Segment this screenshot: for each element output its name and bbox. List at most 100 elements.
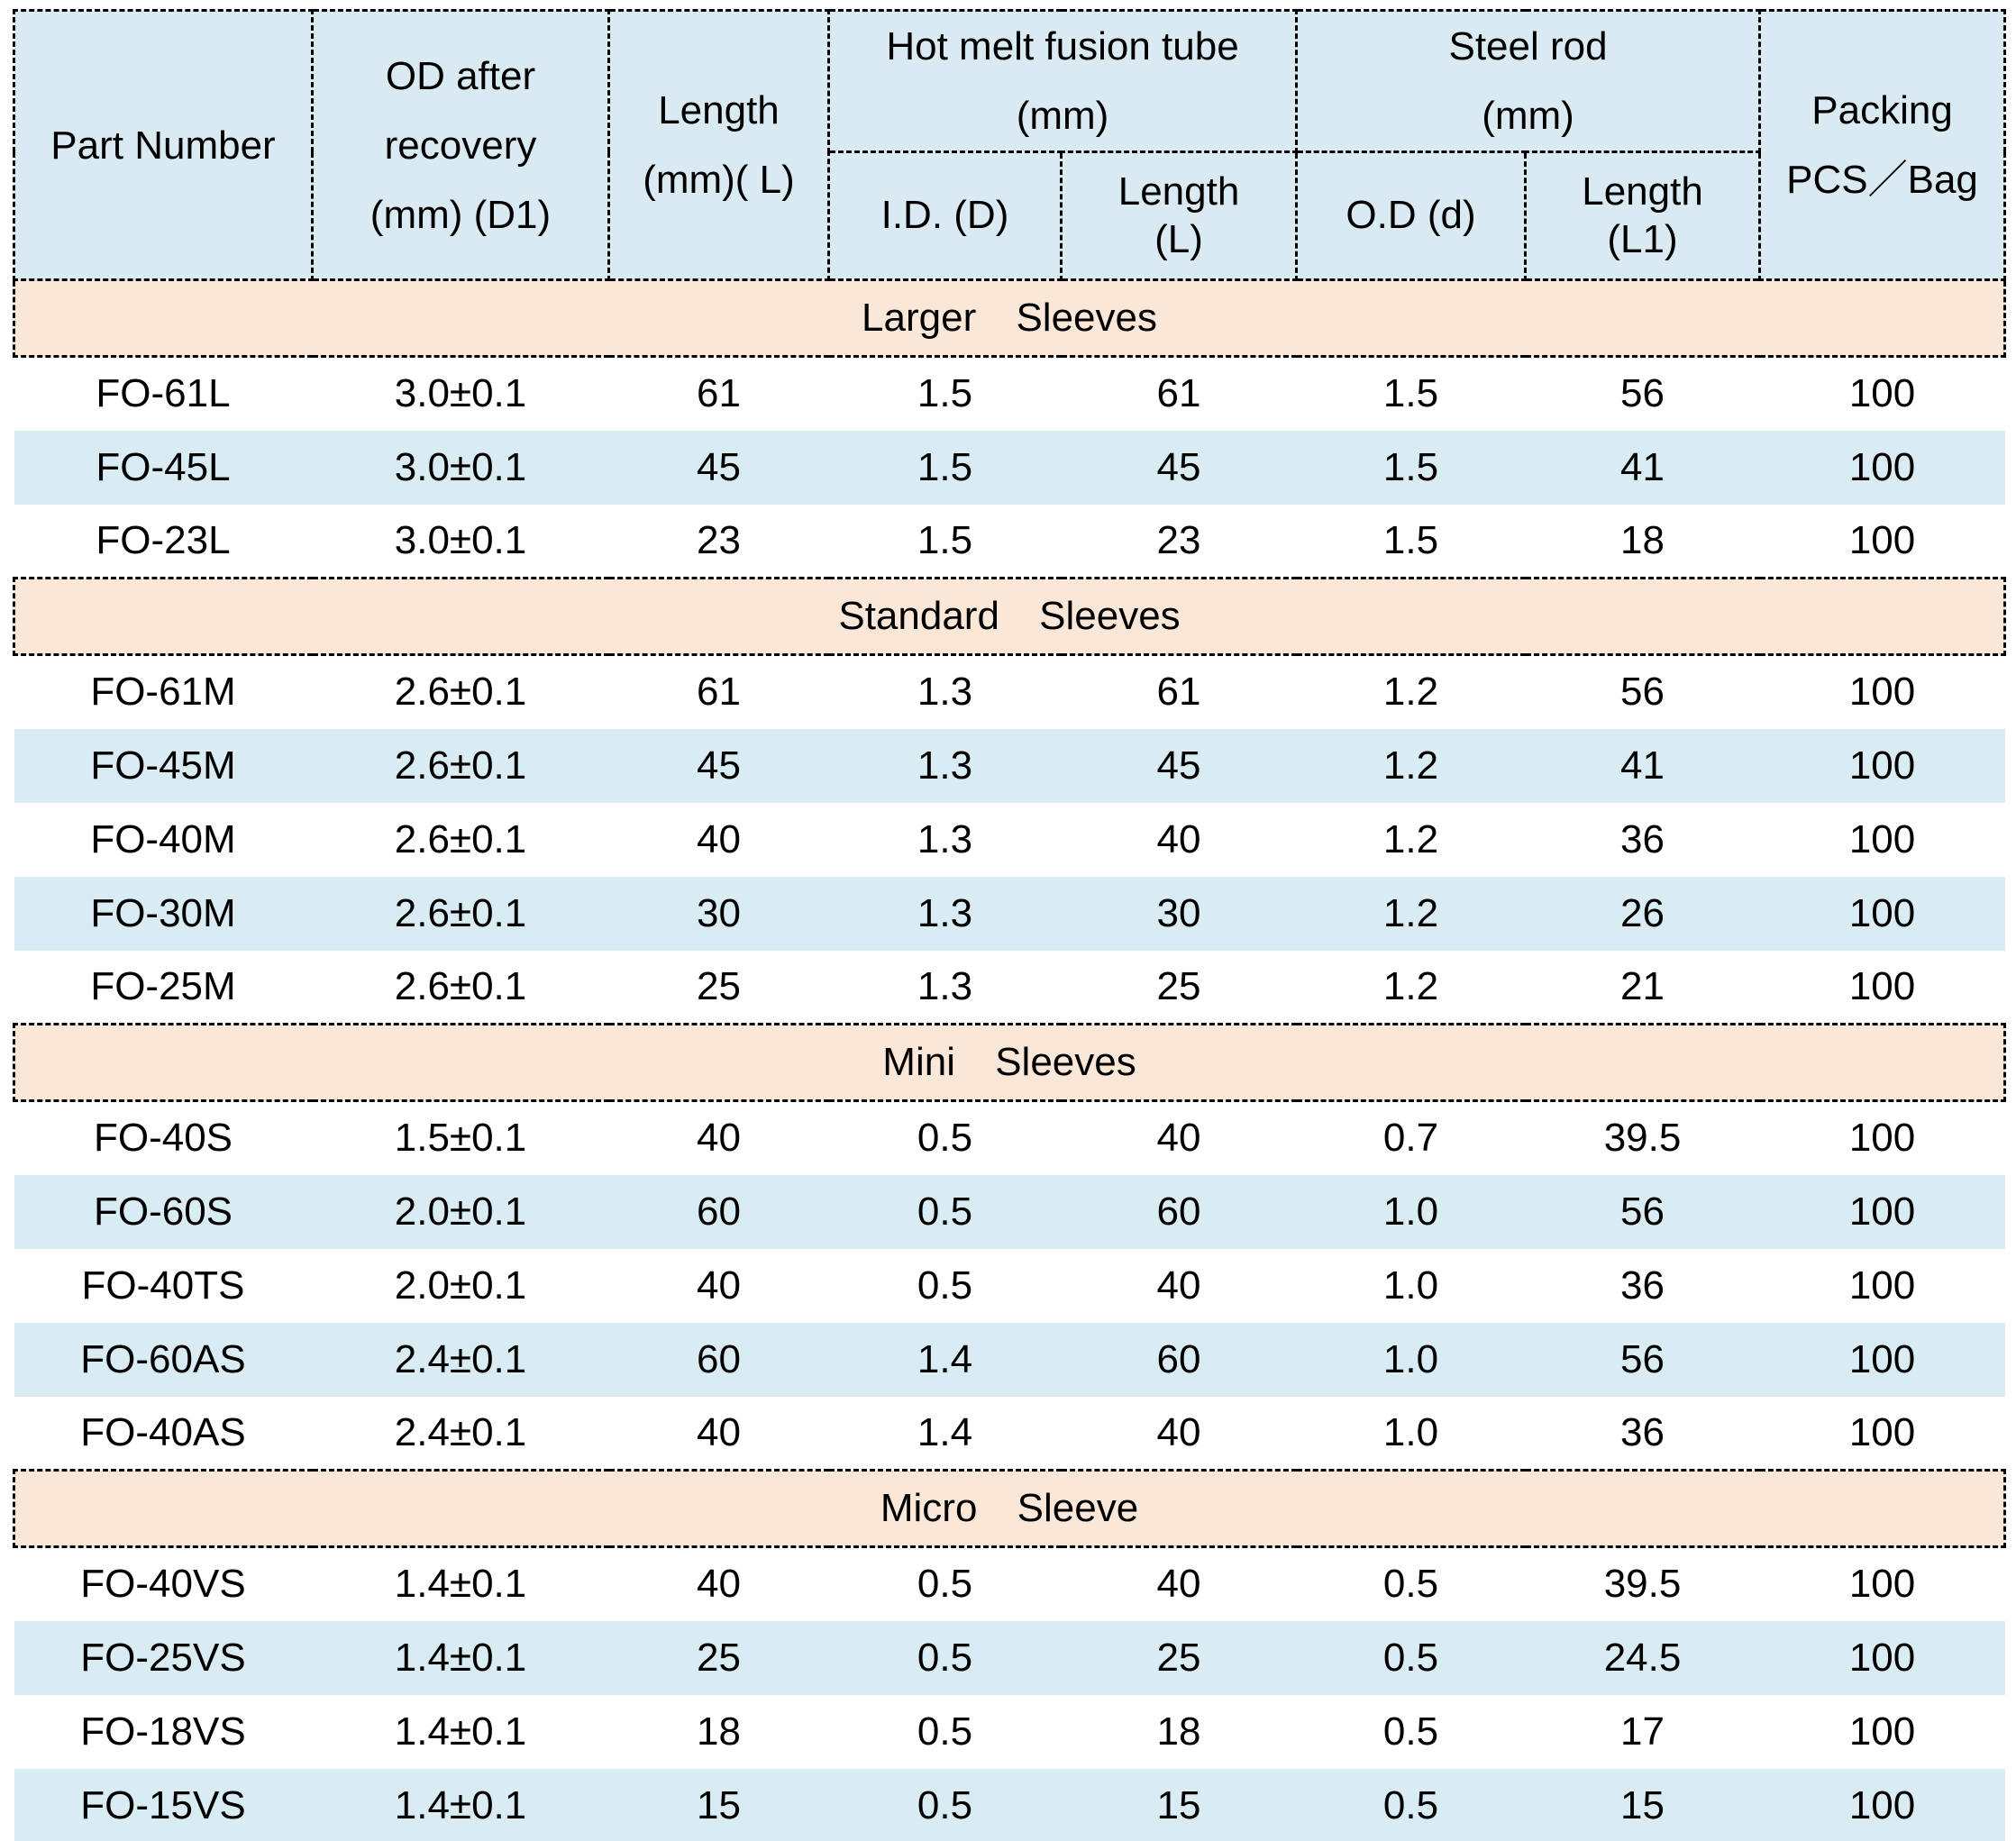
table-cell: 100	[1759, 1322, 2005, 1397]
table-cell: 25	[1061, 1620, 1297, 1695]
table-cell: 0.5	[828, 1546, 1062, 1621]
table-cell: 17	[1525, 1694, 1760, 1769]
table-cell: 36	[1525, 1248, 1760, 1323]
table-row: FO-30M 2.6±0.1 30 1.3 30 1.2 26 100	[14, 876, 2005, 951]
table-cell: 0.5	[828, 1248, 1062, 1323]
table-cell: FO-30M	[14, 876, 313, 951]
table-cell: 45	[608, 430, 829, 505]
table-cell: 2.4±0.1	[312, 1322, 609, 1397]
table-cell: 25	[608, 950, 829, 1025]
table-cell: 1.5	[828, 356, 1062, 431]
table-cell: 1.0	[1296, 1322, 1526, 1397]
table-cell: FO-15VS	[14, 1768, 313, 1841]
table-cell: 100	[1759, 654, 2005, 729]
table-cell: 39.5	[1525, 1546, 1760, 1621]
section-band-row: Larger Sleeves	[12, 278, 2007, 358]
table-cell: 18	[1525, 504, 1760, 579]
table-cell: 45	[608, 728, 829, 803]
table-cell: 1.3	[828, 876, 1062, 951]
table-cell: 40	[608, 802, 829, 877]
table-cell: 1.0	[1296, 1174, 1526, 1249]
table-cell: 56	[1525, 356, 1760, 431]
table-cell: 40	[1061, 1100, 1297, 1175]
table-cell: 60	[608, 1322, 829, 1397]
table-cell: 40	[1061, 1546, 1297, 1621]
sleeve-spec-table: Part Number OD after recovery (mm) (D1) …	[12, 9, 2007, 1841]
table-cell: 60	[1061, 1322, 1297, 1397]
table-row: FO-61M 2.6±0.1 61 1.3 61 1.2 56 100	[14, 654, 2005, 729]
table-cell: 100	[1759, 728, 2005, 803]
table-cell: 61	[1061, 356, 1297, 431]
table-cell: 1.3	[828, 950, 1062, 1025]
table-row: FO-45L 3.0±0.1 45 1.5 45 1.5 41 100	[14, 430, 2005, 505]
table-cell: 1.2	[1296, 950, 1526, 1025]
table-cell: 1.3	[828, 802, 1062, 877]
table-cell: 1.2	[1296, 876, 1526, 951]
header-row-subcolumns: I.D. (D) Length (L) O.D (d) Length (L1)	[14, 150, 2005, 281]
table-cell: 0.5	[828, 1100, 1062, 1175]
table-cell: 0.5	[828, 1620, 1062, 1695]
col-header-hot-melt-length: Length (L)	[1059, 150, 1299, 281]
table-cell: 60	[1061, 1174, 1297, 1249]
table-cell: 1.5	[828, 430, 1062, 505]
table-row: FO-61L 3.0±0.1 61 1.5 61 1.5 56 100	[14, 356, 2005, 431]
table-cell: 0.5	[828, 1768, 1062, 1841]
table-cell: 23	[1061, 504, 1297, 579]
table-cell: 2.6±0.1	[312, 654, 609, 729]
table-cell: 1.0	[1296, 1248, 1526, 1323]
table-cell: 15	[1061, 1768, 1297, 1841]
table-cell: 0.5	[1296, 1546, 1526, 1621]
table-cell: 100	[1759, 1546, 2005, 1621]
table-cell: 2.6±0.1	[312, 950, 609, 1025]
col-header-steel-rod-od: O.D (d)	[1295, 150, 1528, 281]
table-cell: 100	[1759, 1694, 2005, 1769]
table-cell: 100	[1759, 1396, 2005, 1471]
table-cell: FO-61M	[14, 654, 313, 729]
table-cell: 0.5	[1296, 1620, 1526, 1695]
section-title-larger-sleeves: Larger Sleeves	[12, 278, 2007, 358]
section-title-mini-sleeves: Mini Sleeves	[12, 1023, 2007, 1102]
table-cell: 1.4±0.1	[312, 1694, 609, 1769]
table-body: Larger Sleeves FO-61L 3.0±0.1 61 1.5 61 1.5 56 1…	[12, 278, 2007, 1841]
table-cell: 15	[1525, 1768, 1760, 1841]
table-cell: 1.5	[828, 504, 1062, 579]
col-header-od-after-recovery: OD after recovery (mm) (D1)	[311, 9, 610, 281]
table-cell: FO-60AS	[14, 1322, 313, 1397]
table-cell: 41	[1525, 430, 1760, 505]
col-header-steel-rod-length: Length (L1)	[1524, 150, 1762, 281]
table-cell: 15	[608, 1768, 829, 1841]
table-cell: 100	[1759, 1768, 2005, 1841]
table-cell: 1.3	[828, 654, 1062, 729]
table-cell: FO-45L	[14, 430, 313, 505]
table-cell: FO-23L	[14, 504, 313, 579]
table-cell: 36	[1525, 1396, 1760, 1471]
section-band-row: Micro Sleeve	[12, 1469, 2007, 1548]
section-title-micro-sleeve: Micro Sleeve	[12, 1469, 2007, 1548]
table-cell: FO-25M	[14, 950, 313, 1025]
table-cell: 40	[608, 1100, 829, 1175]
table-row: FO-60AS 2.4±0.1 60 1.4 60 1.0 56 100	[14, 1322, 2005, 1397]
table-cell: 30	[608, 876, 829, 951]
table-cell: 56	[1525, 1322, 1760, 1397]
col-header-part-number: Part Number	[13, 9, 314, 281]
table-cell: 39.5	[1525, 1100, 1760, 1175]
table-cell: 100	[1759, 1100, 2005, 1175]
table-cell: FO-40S	[14, 1100, 313, 1175]
table-cell: 36	[1525, 802, 1760, 877]
table-cell: 21	[1525, 950, 1760, 1025]
table-cell: 45	[1061, 430, 1297, 505]
table-cell: 1.5	[1296, 430, 1526, 505]
table-row: FO-25VS 1.4±0.1 25 0.5 25 0.5 24.5 100	[14, 1620, 2005, 1695]
table-row: FO-60S 2.0±0.1 60 0.5 60 1.0 56 100	[14, 1174, 2005, 1249]
section-title-standard-sleeves: Standard Sleeves	[12, 577, 2007, 656]
table-row: FO-40TS 2.0±0.1 40 0.5 40 1.0 36 100	[14, 1248, 2005, 1323]
table-cell: 25	[1061, 950, 1297, 1025]
table-cell: 24.5	[1525, 1620, 1760, 1695]
table-cell: 25	[608, 1620, 829, 1695]
table-cell: 100	[1759, 950, 2005, 1025]
table-cell: 30	[1061, 876, 1297, 951]
col-header-hot-melt-id: I.D. (D)	[827, 150, 1063, 281]
table-cell: 40	[1061, 1248, 1297, 1323]
table-cell: 2.4±0.1	[312, 1396, 609, 1471]
table-cell: 1.5	[1296, 504, 1526, 579]
